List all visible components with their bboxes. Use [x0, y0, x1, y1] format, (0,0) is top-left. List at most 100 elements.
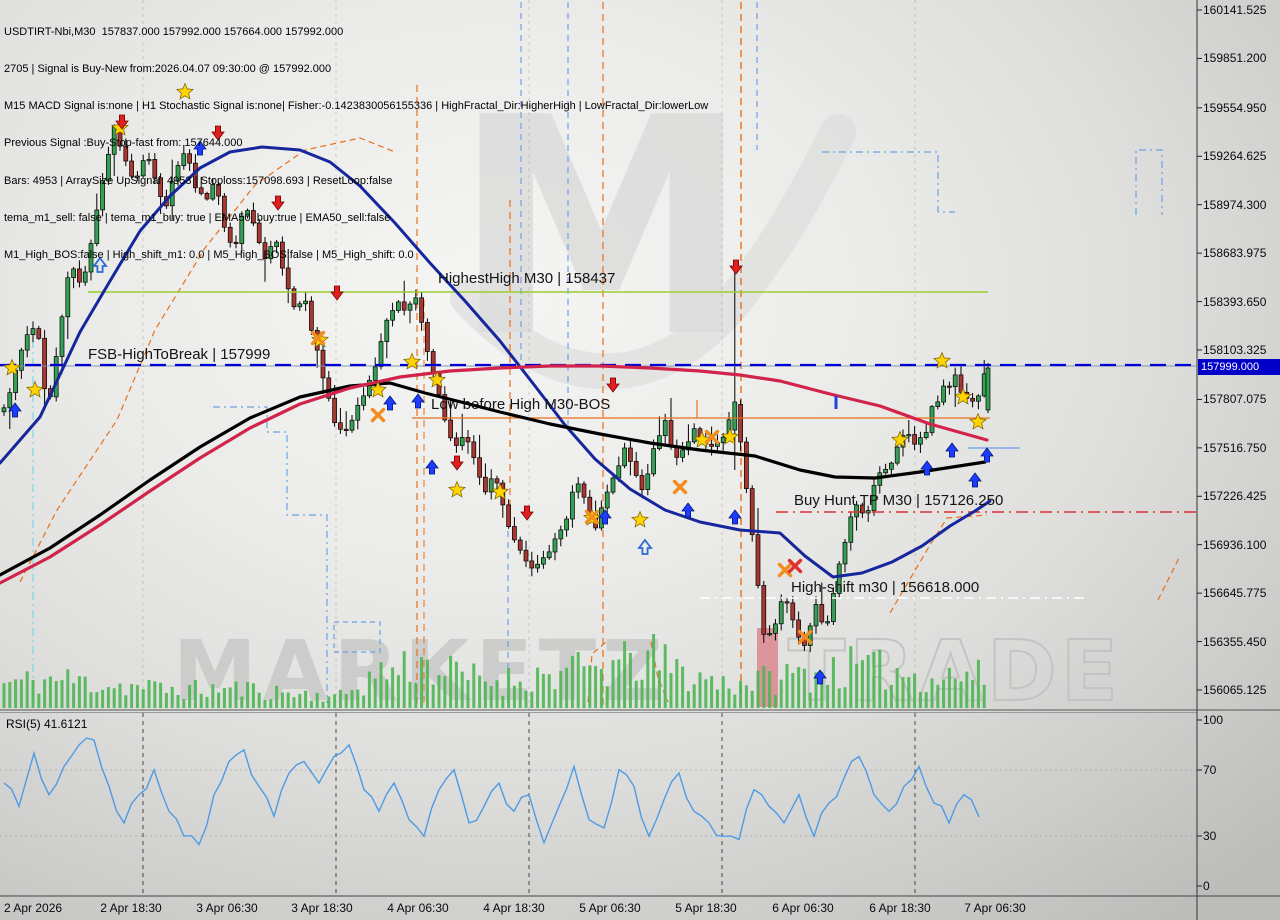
volume-bar: [425, 659, 429, 708]
volume-bar: [895, 668, 899, 708]
info-panel: USDTIRT-Nbi,M30 157837.000 157992.000 15…: [4, 1, 708, 286]
bos-shift-line: M1_High_BOS:false | High_shift_m1: 0.0 |…: [4, 249, 414, 262]
volume-bar: [779, 679, 783, 708]
candle-body: [413, 297, 419, 305]
orange-channel-path: [587, 641, 607, 703]
star-signal-icon: [26, 380, 44, 398]
volume-bar: [866, 655, 870, 708]
volume-bar: [704, 679, 708, 708]
candle-body: [216, 184, 221, 197]
volume-bar: [924, 692, 928, 708]
candle-body: [1, 407, 7, 413]
volume-bar: [646, 650, 650, 708]
time-axis-label: 3 Apr 06:30: [196, 901, 258, 915]
candle-body: [262, 242, 268, 260]
volume-bar: [501, 695, 505, 708]
price-axis-label: 157807.075: [1203, 392, 1267, 407]
candle-body: [343, 428, 349, 431]
volume-bar: [124, 695, 128, 708]
hollow-up-arrow-icon: [637, 538, 653, 555]
volume-bar: [72, 683, 76, 708]
volume-bar: [292, 697, 296, 708]
candle-body: [71, 268, 76, 278]
buy-arrow-icon: [425, 459, 439, 475]
volume-bar: [820, 671, 824, 708]
annotation-buy-hunt-tp: Buy Hunt TP M30 | 157126.250: [794, 492, 1004, 509]
volume-bar: [773, 694, 777, 708]
buy-arrow-icon: [813, 669, 827, 685]
candle-body: [355, 404, 361, 421]
volume-bar: [785, 664, 789, 708]
volume-bar: [188, 685, 192, 708]
volume-bar: [942, 679, 946, 708]
volume-bar: [889, 684, 893, 708]
candle-body: [894, 446, 900, 464]
candle-body: [338, 422, 343, 430]
buy-arrow-icon: [681, 502, 695, 518]
annotation-highest-high: HighestHigh M30 | 158437: [438, 270, 616, 287]
candle-body: [848, 516, 854, 543]
candle-body: [146, 159, 152, 162]
volume-bar: [454, 661, 458, 708]
volume-bar: [582, 666, 586, 708]
volume-bar: [808, 692, 812, 708]
volume-bar: [762, 666, 766, 708]
candle-body: [564, 518, 569, 531]
volume-bar: [739, 680, 743, 708]
volume-bar: [83, 676, 87, 708]
volume-bar: [663, 644, 667, 708]
candle-body: [100, 180, 105, 211]
volume-bar: [959, 681, 963, 708]
volume-bar: [640, 679, 644, 708]
volume-bar: [263, 700, 267, 708]
volume-bar: [217, 692, 221, 708]
volume-bar: [802, 668, 806, 708]
candle-body: [755, 534, 761, 586]
candle-body: [923, 432, 929, 438]
volume-bar: [379, 662, 383, 708]
candle-body: [628, 447, 633, 462]
candle-body: [981, 373, 987, 397]
buy-arrow-icon: [193, 140, 207, 156]
volume-bar: [907, 677, 911, 708]
volume-bar: [675, 659, 679, 708]
ma-crimson-line: [0, 364, 989, 585]
candle-body: [222, 195, 227, 228]
price-axis-label: 157226.425: [1203, 489, 1267, 504]
volume-bar: [727, 688, 731, 708]
volume-bar: [652, 634, 656, 708]
volume-bar: [570, 656, 574, 708]
volume-bar: [350, 690, 354, 708]
volume-bar: [101, 689, 105, 708]
volume-bar: [518, 681, 522, 708]
candle-body: [506, 504, 511, 527]
volume-bar: [8, 682, 12, 708]
volume-bar: [634, 680, 638, 708]
candle-body: [610, 477, 616, 493]
candle-body: [575, 483, 581, 493]
volume-bar: [304, 690, 308, 708]
volume-bar: [130, 684, 134, 708]
candle-body: [198, 187, 204, 194]
star-signal-icon: [969, 412, 987, 430]
volume-bar: [240, 696, 244, 708]
volume-bar: [437, 675, 441, 708]
volume-bar: [483, 681, 487, 708]
bars-stoploss-line: Bars: 4953 | ArraySize UpSignal: 4953 | …: [4, 174, 393, 187]
volume-bar: [947, 667, 951, 708]
candle-body: [181, 153, 187, 166]
volume-bar: [367, 671, 371, 708]
volume-bar: [19, 679, 23, 708]
volume-bar: [298, 693, 302, 708]
volume-bar: [878, 649, 882, 708]
sell-arrow-icon: [729, 259, 743, 275]
volume-bar: [373, 678, 377, 708]
candle-body: [297, 303, 303, 308]
candle-body: [372, 366, 378, 381]
hollow-up-arrow-icon: [92, 256, 108, 273]
candle-body: [854, 504, 859, 518]
volume-bar: [333, 694, 337, 708]
candle-body: [662, 420, 668, 437]
